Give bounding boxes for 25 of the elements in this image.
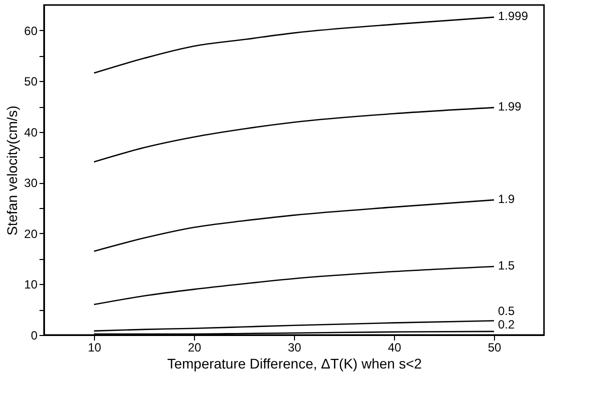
series-label: 1.5 — [498, 258, 516, 272]
x-tick-label: 20 — [188, 340, 202, 354]
series-label: 1.9 — [498, 192, 516, 206]
y-axis-title: Stefan velocity(cm/s) — [4, 106, 20, 236]
line-series — [93, 106, 495, 163]
series-label: 1.99 — [498, 100, 522, 114]
series-label: 1.999 — [498, 9, 528, 24]
x-axis-title: Temperature Difference, ΔT(K) when s<2 — [167, 356, 422, 372]
x-tick-label: 50 — [488, 340, 502, 354]
line-series — [93, 199, 495, 252]
y-tick-label: 20 — [24, 226, 38, 241]
series-label: 0.2 — [498, 317, 516, 332]
y-tick-label: 0 — [30, 328, 38, 342]
series-label: 0.5 — [498, 304, 516, 318]
line-series — [93, 266, 495, 306]
x-tick-label: 10 — [88, 340, 102, 354]
x-tick-label: 40 — [388, 340, 402, 354]
y-tick-label: 50 — [24, 74, 38, 89]
y-tick-label: 40 — [24, 125, 38, 140]
line-series — [93, 320, 495, 332]
y-tick-label: 10 — [24, 278, 38, 292]
line-series — [93, 16, 495, 74]
y-tick-label: 60 — [24, 24, 38, 38]
x-tick-label: 30 — [288, 340, 302, 354]
y-tick-label: 30 — [24, 176, 38, 190]
